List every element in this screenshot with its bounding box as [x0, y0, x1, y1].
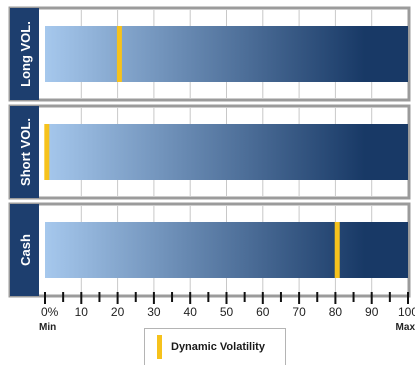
row-1: Short VOL.	[8, 104, 411, 200]
row-0: Long VOL.	[8, 6, 411, 102]
x-tick-label: 20	[111, 305, 125, 319]
row-label-band	[10, 8, 39, 100]
row-label: Cash	[18, 234, 33, 266]
x-tick-label: 50	[220, 305, 234, 319]
x-tick-label: 80	[329, 305, 343, 319]
volatility-marker	[334, 222, 340, 278]
x-tick-label: 100	[398, 305, 415, 319]
legend-label: Dynamic Volatility	[171, 341, 265, 353]
x-tick-label: 30	[147, 305, 161, 319]
x-max-label: Max	[396, 322, 415, 333]
x-tick-label: 10	[75, 305, 89, 319]
volatility-marker	[116, 26, 122, 82]
legend-swatch	[157, 335, 162, 359]
x-tick-label: 60	[256, 305, 270, 319]
x-tick-label: 40	[184, 305, 198, 319]
row-bar	[45, 222, 408, 278]
legend: Dynamic Volatility	[144, 328, 286, 365]
row-bar	[45, 26, 408, 82]
x-tick-label: 90	[365, 305, 379, 319]
row-label-band	[10, 106, 39, 198]
row-label: Long VOL.	[18, 21, 33, 87]
row-label: Short VOL.	[18, 118, 33, 186]
row-label-band	[10, 204, 39, 296]
volatility-marker	[44, 124, 50, 180]
row-bar	[45, 124, 408, 180]
row-2: Cash	[8, 202, 411, 298]
x-tick-label: 70	[292, 305, 306, 319]
x-tick-label: 0%	[41, 305, 59, 319]
x-min-label: Min	[39, 322, 56, 333]
